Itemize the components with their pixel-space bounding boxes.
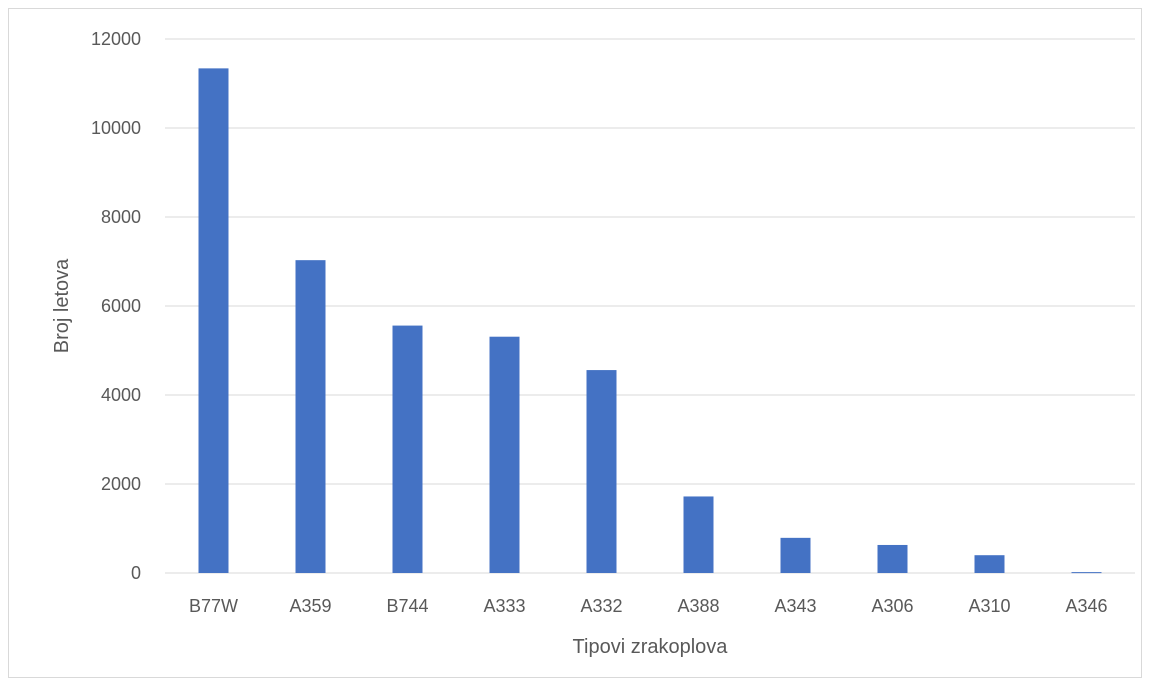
y-tick-label: 4000: [101, 385, 141, 405]
x-tick-label: B77W: [189, 596, 238, 616]
x-tick-label: A359: [289, 596, 331, 616]
bar-a359: [295, 260, 326, 573]
x-tick-label: A310: [968, 596, 1010, 616]
bar-a388: [683, 496, 714, 573]
bar-b77w: [198, 68, 229, 574]
y-tick-label: 10000: [91, 118, 141, 138]
gridlines: [165, 38, 1135, 485]
y-tick-label: 0: [131, 563, 141, 583]
bar-a306: [877, 544, 908, 573]
x-tick-label: A306: [871, 596, 913, 616]
bars: [198, 68, 1102, 574]
bar-b744: [392, 325, 423, 573]
x-tick-label: A343: [774, 596, 816, 616]
y-tick-label: 12000: [91, 29, 141, 49]
x-tick-label: B744: [386, 596, 428, 616]
chart-frame: [8, 8, 1142, 678]
y-tick-label: 6000: [101, 296, 141, 316]
x-axis-ticks: B77W A359 B744 A333 A332 A388 A343 A306 A310 A346: [189, 596, 1108, 616]
bar-a332: [586, 370, 617, 573]
x-tick-label: A333: [483, 596, 525, 616]
bar-a310: [974, 555, 1005, 573]
bar-a333: [489, 336, 520, 573]
bar-a343: [780, 537, 811, 573]
y-tick-label: 2000: [101, 474, 141, 494]
x-tick-label: A332: [580, 596, 622, 616]
bar-a346: [1071, 572, 1102, 574]
y-tick-label: 8000: [101, 207, 141, 227]
x-axis-title: Tipovi zrakoplova: [573, 636, 729, 658]
x-tick-label: A346: [1065, 596, 1107, 616]
x-tick-label: A388: [677, 596, 719, 616]
y-axis-title: Broj letova: [51, 258, 73, 353]
y-axis-ticks: 0 2000 4000 6000 8000 10000 12000: [91, 29, 141, 583]
